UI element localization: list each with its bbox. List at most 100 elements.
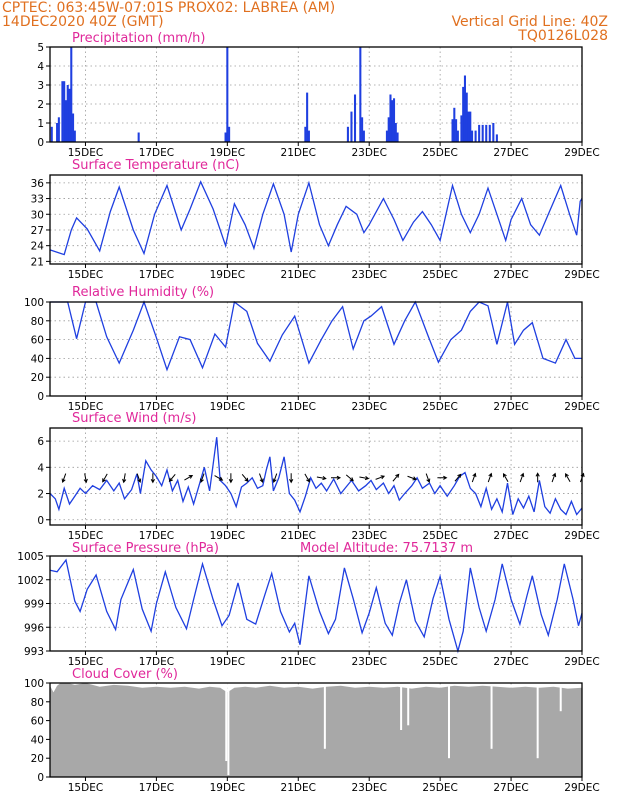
- grid-wind: [50, 428, 582, 525]
- precip-bar-15: [304, 126, 307, 142]
- header-model: TQ0126L028: [517, 28, 608, 44]
- precip-bar-46: [488, 124, 491, 142]
- ytick-label-precip-4: 4: [37, 61, 44, 73]
- header: CPTEC: 063:45W-07:01S PROX02: LABREA (AM…: [2, 0, 608, 44]
- frame-cloud: [49, 682, 583, 778]
- precip-bar-38: [465, 92, 468, 142]
- precip-bar-19: [350, 111, 353, 142]
- precip-bar-33: [455, 119, 458, 142]
- precip-bar-27: [391, 100, 394, 142]
- ytick-label-precip-0: 0: [37, 137, 44, 149]
- xtick-label-temp-6: 27DEC: [493, 269, 528, 281]
- xtick-label-temp-3: 21DEC: [281, 269, 316, 281]
- precip-bar-17: [307, 130, 310, 142]
- wind-vector-8: [199, 473, 205, 484]
- wind-vector-21: [392, 473, 400, 482]
- precip-bar-42: [474, 130, 477, 142]
- xtick-label-rh-4: 23DEC: [351, 401, 386, 413]
- wind-vector-25: [454, 473, 462, 482]
- wind-vector-14: [289, 473, 294, 484]
- precip-bar-48: [495, 134, 498, 142]
- xtick-label-cloud-7: 29DEC: [564, 782, 599, 794]
- precip-bar-12: [224, 132, 227, 142]
- precip-bar-44: [481, 124, 484, 142]
- panel-title-pres: Surface Pressure (hPa): [72, 541, 219, 556]
- precip-bar-41: [471, 130, 474, 142]
- ytick-label-cloud-0: 0: [37, 772, 44, 784]
- ytick-label-rh-4: 80: [31, 316, 44, 328]
- xtick-label-pres-6: 27DEC: [493, 656, 528, 668]
- xtick-label-wind-6: 27DEC: [493, 530, 528, 542]
- xtick-label-cloud-5: 25DEC: [422, 782, 457, 794]
- ytick-label-cloud-2: 40: [31, 734, 44, 746]
- xtick-label-precip-4: 23DEC: [351, 147, 386, 159]
- precip-bar-7: [68, 88, 71, 142]
- wind-vector-6: [168, 474, 176, 483]
- wind-vector-31: [551, 472, 557, 483]
- temp-line: [49, 180, 583, 256]
- ytick-label-pres-3: 1002: [17, 575, 44, 587]
- wind-vector-2: [102, 473, 108, 483]
- cloud-dip-2: [323, 683, 326, 749]
- xtick-label-temp-7: 29DEC: [564, 269, 599, 281]
- xtick-label-wind-4: 23DEC: [351, 530, 386, 542]
- wind-vector-18: [345, 474, 354, 482]
- precip-bar-26: [389, 94, 392, 142]
- wind-vector-20: [375, 475, 386, 480]
- xtick-label-pres-2: 19DEC: [210, 656, 245, 668]
- xtick-label-rh-7: 29DEC: [564, 401, 599, 413]
- ytick-label-rh-5: 100: [24, 297, 44, 309]
- xtick-label-rh-3: 21DEC: [281, 401, 316, 413]
- wind-line: [49, 437, 583, 516]
- panels: 0 1 2 3 4 5 15DEC 17DEC 19DEC 21DEC 23DEC 25DEC 27DE…: [17, 31, 599, 794]
- precip-bar-34: [456, 130, 459, 142]
- xtick-label-precip-0: 15DEC: [68, 147, 103, 159]
- wind-vector-16: [316, 476, 327, 481]
- xtick-label-pres-1: 17DEC: [139, 656, 174, 668]
- xtick-label-temp-1: 17DEC: [139, 269, 174, 281]
- precip-bar-32: [453, 107, 456, 142]
- wind-vector-30: [535, 472, 540, 483]
- ytick-label-precip-5: 5: [37, 42, 44, 54]
- ytick-label-wind-2: 4: [37, 462, 44, 474]
- grid-rh: [50, 302, 582, 396]
- ytick-label-pres-0: 993: [24, 646, 44, 658]
- precip-bar-22: [361, 117, 364, 142]
- panel-pres: 993 996 999 1002 1005 15DEC 17DEC 19DEC 21DEC 23D…: [17, 541, 599, 668]
- ytick-label-temp-1: 24: [31, 241, 45, 253]
- cloud-dip-6: [490, 683, 493, 749]
- xtick-label-pres-0: 15DEC: [68, 656, 103, 668]
- ytick-label-temp-3: 30: [31, 209, 44, 221]
- ytick-label-rh-3: 60: [31, 335, 44, 347]
- precip-bar-39: [467, 111, 470, 142]
- ytick-label-pres-4: 1005: [17, 551, 44, 563]
- panel-title-rh: Relative Humidity (%): [72, 285, 214, 300]
- wind-vector-24: [437, 475, 448, 480]
- xtick-label-precip-2: 19DEC: [210, 147, 245, 159]
- frame-rh: [49, 301, 583, 397]
- ytick-label-precip-2: 2: [37, 99, 44, 111]
- xtick-label-wind-7: 29DEC: [564, 530, 599, 542]
- precip-bar-16: [306, 92, 309, 142]
- precip-bar-18: [346, 126, 349, 142]
- xtick-label-rh-0: 15DEC: [68, 401, 103, 413]
- xtick-label-rh-1: 17DEC: [139, 401, 174, 413]
- cloud-area: [50, 683, 582, 777]
- xtick-label-pres-4: 23DEC: [351, 656, 386, 668]
- xtick-label-wind-5: 25DEC: [422, 530, 457, 542]
- wind-vector-7: [184, 475, 194, 481]
- panel-annotation-pres: Model Altitude: 75.7137 m: [300, 541, 473, 556]
- precip-bar-4: [63, 81, 66, 142]
- ytick-label-temp-2: 27: [31, 225, 44, 237]
- precip-bar-1: [56, 123, 59, 142]
- wind-vector-1: [83, 473, 88, 484]
- wind-vector-27: [487, 472, 493, 483]
- panel-precip: 0 1 2 3 4 5 15DEC 17DEC 19DEC 21DEC 23DEC 25DEC 27DE…: [37, 31, 599, 159]
- xtick-label-pres-3: 21DEC: [281, 656, 316, 668]
- cloud-dip-7: [536, 683, 539, 759]
- xtick-label-wind-0: 15DEC: [68, 530, 103, 542]
- precip-bar-43: [478, 124, 481, 142]
- cloud-dip-5: [448, 683, 450, 759]
- precip-bar-20: [353, 94, 357, 142]
